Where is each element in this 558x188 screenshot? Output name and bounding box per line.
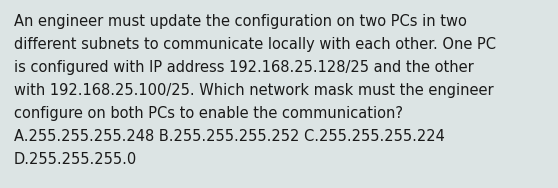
- Text: D.255.255.255.0: D.255.255.255.0: [14, 152, 137, 167]
- Text: different subnets to communicate locally with each other. One PC: different subnets to communicate locally…: [14, 37, 496, 52]
- Text: with 192.168.25.100/25. Which network mask must the engineer: with 192.168.25.100/25. Which network ma…: [14, 83, 494, 98]
- Text: A.255.255.255.248 B.255.255.255.252 C.255.255.255.224: A.255.255.255.248 B.255.255.255.252 C.25…: [14, 129, 445, 144]
- Text: is configured with IP address 192.168.25.128/25 and the other: is configured with IP address 192.168.25…: [14, 60, 474, 75]
- Text: configure on both PCs to enable the communication?: configure on both PCs to enable the comm…: [14, 106, 403, 121]
- Text: An engineer must update the configuration on two PCs in two: An engineer must update the configuratio…: [14, 14, 467, 29]
